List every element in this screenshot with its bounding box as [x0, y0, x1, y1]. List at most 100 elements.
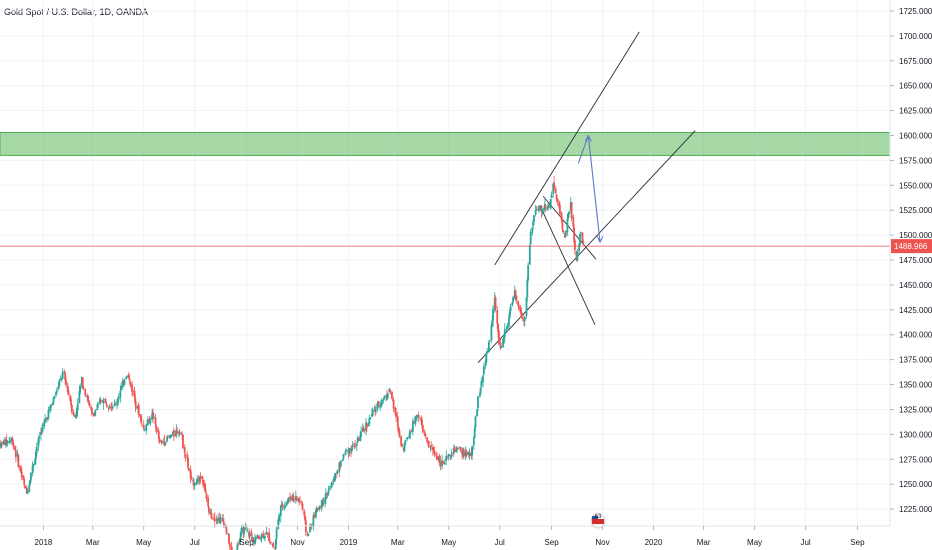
candle-body — [531, 227, 534, 234]
candle-body — [29, 480, 31, 485]
candle-body — [219, 518, 222, 524]
candle-body — [564, 231, 567, 237]
candle-body — [443, 462, 446, 465]
candle-body — [476, 408, 479, 416]
candle-body — [556, 198, 559, 203]
projection-arrow-up[interactable] — [577, 135, 589, 164]
candle-body — [484, 361, 487, 366]
candle-body — [555, 194, 558, 200]
candle-body — [43, 421, 46, 427]
candle-body — [335, 472, 338, 474]
candle-body — [298, 499, 301, 502]
candle-body — [96, 409, 98, 410]
candle-body — [85, 396, 87, 398]
candle-body — [263, 537, 265, 539]
candle-body — [31, 465, 34, 474]
candle-body — [482, 366, 485, 375]
candle-body — [157, 431, 160, 439]
time-axis[interactable]: 2018 Mar May Jul Sep Nov 2019 Mar May Jul Sep Nov 20… — [35, 526, 866, 547]
price-tick-label: 1525.000 — [899, 206, 932, 215]
candle-body — [25, 487, 28, 494]
candle-body — [534, 210, 537, 215]
candle-body — [189, 469, 192, 478]
candle-body — [519, 307, 522, 313]
projection-arrow-down[interactable] — [587, 135, 601, 243]
candle-body — [114, 404, 117, 405]
candle-body — [525, 297, 528, 316]
candle-body — [63, 371, 66, 373]
candle-body — [474, 416, 477, 428]
candle-body — [418, 418, 421, 420]
wedge-lower-line[interactable] — [539, 205, 596, 325]
price-tick-label: 1425.000 — [899, 306, 932, 315]
candle-body — [314, 510, 317, 518]
candle-body — [152, 412, 154, 418]
candle-body — [363, 429, 366, 431]
candle-body — [187, 457, 189, 468]
time-tick-label: May — [136, 538, 151, 547]
candle-body — [262, 533, 265, 538]
candle-body — [72, 411, 75, 415]
candle-body — [532, 221, 535, 227]
candle-body — [492, 309, 494, 321]
candle-body — [264, 535, 266, 538]
time-tick-label: Sep — [239, 538, 254, 547]
candle-body — [546, 208, 549, 210]
price-tick-label: 1625.000 — [899, 107, 932, 116]
candle-body — [406, 437, 408, 439]
candle-body — [228, 533, 230, 544]
candle-body — [459, 447, 462, 451]
candle-body — [360, 431, 362, 438]
candle-body — [131, 384, 133, 392]
candle-body — [20, 471, 23, 478]
price-tick-label: 1650.000 — [899, 82, 932, 91]
channel-lower-line[interactable] — [477, 130, 696, 363]
candle-body — [533, 215, 535, 222]
candle-body — [225, 527, 228, 534]
candle-body — [164, 442, 167, 445]
candle-body — [116, 403, 118, 405]
candle-body — [354, 445, 357, 447]
candle-body — [35, 446, 38, 454]
candle-body — [338, 462, 341, 472]
candle-body — [467, 452, 469, 456]
candle-body — [529, 232, 532, 245]
candle-body — [64, 373, 67, 381]
candle-body — [66, 385, 69, 392]
candle-body — [243, 527, 245, 535]
candle-body — [180, 433, 183, 435]
candle-body — [430, 445, 433, 447]
candle-body — [75, 408, 78, 415]
candle-body — [148, 418, 151, 423]
candle-body — [100, 399, 103, 401]
channel-upper-line[interactable] — [494, 31, 640, 266]
candle-body — [503, 337, 505, 339]
candle-body — [578, 244, 581, 252]
candle-body — [334, 473, 337, 481]
resistance-zone[interactable] — [0, 132, 891, 156]
price-tick-label: 1350.000 — [899, 381, 932, 390]
candle-body — [367, 423, 370, 427]
candle-body — [500, 345, 503, 349]
candle-body — [94, 410, 97, 416]
wedge-upper-line[interactable] — [542, 195, 597, 260]
arrow-head-up-icon — [584, 134, 592, 142]
candle-body — [160, 440, 163, 443]
candle-body — [41, 424, 44, 432]
candle-body — [566, 218, 569, 232]
candle-body — [268, 532, 270, 542]
candle-body — [488, 340, 491, 342]
candle-body — [543, 208, 545, 210]
candle-body — [374, 409, 377, 412]
events-flag-icon[interactable]: 63 — [590, 513, 606, 529]
candle-body — [394, 407, 397, 414]
candle-body — [499, 342, 502, 349]
drawing-trendlines[interactable] — [477, 31, 696, 363]
candle-body — [538, 207, 541, 211]
candle-body — [116, 398, 119, 404]
candle-body — [324, 498, 326, 502]
time-tick-label: Sep — [850, 538, 865, 547]
price-axis[interactable]: 1225.000 1250.000 1275.000 1300.000 1325.000… — [890, 7, 932, 514]
candle-body — [292, 495, 295, 499]
